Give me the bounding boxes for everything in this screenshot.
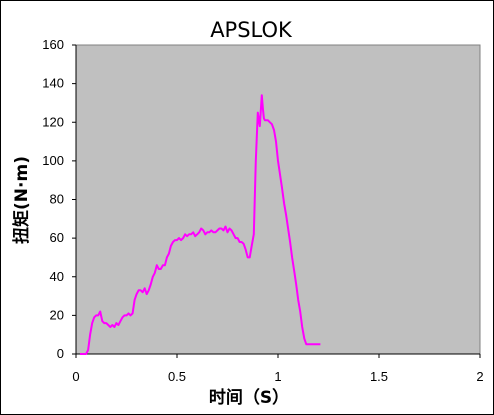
y-tick-label: 60 bbox=[50, 230, 64, 245]
y-tick-label: 140 bbox=[42, 76, 64, 91]
x-tick-label: 2 bbox=[476, 369, 483, 384]
x-axis: 0 0.5 1 1.5 2 bbox=[72, 353, 484, 384]
x-axis-label: 时间（S） bbox=[209, 387, 289, 408]
x-tick-label: 1 bbox=[274, 369, 281, 384]
y-tick-label: 120 bbox=[42, 114, 64, 129]
y-tick-label: 20 bbox=[50, 307, 64, 322]
x-tick-label: 1.5 bbox=[370, 369, 388, 384]
torque-series-line bbox=[80, 94, 321, 355]
y-tick-label: 80 bbox=[50, 192, 64, 207]
x-tick-label: 0 bbox=[72, 369, 79, 384]
y-tick-label: 0 bbox=[57, 346, 64, 361]
plot-area bbox=[75, 44, 481, 355]
y-tick-label: 40 bbox=[50, 269, 64, 284]
y-tick-label: 160 bbox=[42, 37, 64, 52]
series-layer bbox=[80, 94, 321, 355]
y-axis-label: 扭矩(N·m) bbox=[11, 156, 32, 244]
x-tick-label: 0.5 bbox=[168, 369, 186, 384]
chart-title: APSLOK bbox=[210, 18, 293, 42]
y-tick-label: 100 bbox=[42, 153, 64, 168]
y-axis: 0 20 40 60 80 100 120 140 160 bbox=[42, 37, 77, 361]
